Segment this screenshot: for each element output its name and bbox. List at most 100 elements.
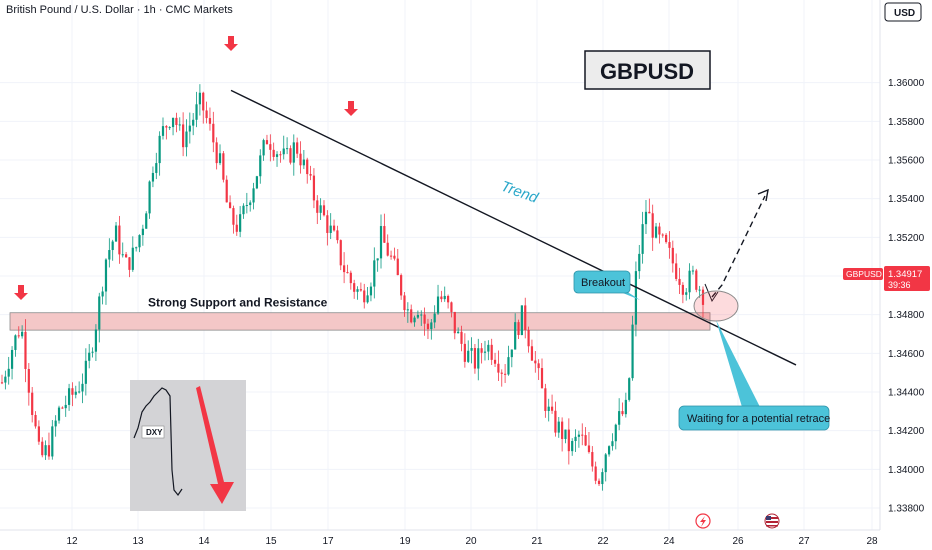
- candle-body: [322, 205, 326, 216]
- symbol-title-box: GBPUSD: [584, 50, 711, 90]
- y-tick-label: 1.34000: [888, 465, 925, 476]
- candle-body: [114, 225, 118, 242]
- symbol-title: GBPUSD: [600, 59, 694, 84]
- candle-body: [292, 142, 295, 163]
- candle-body: [530, 346, 534, 361]
- lightning-event-icon[interactable]: [695, 513, 711, 529]
- candle-body: [151, 172, 155, 182]
- candle-body: [255, 176, 259, 189]
- candle-body: [376, 258, 379, 261]
- candle-body: [17, 335, 20, 337]
- candle-body: [34, 414, 37, 427]
- candle-body: [135, 247, 138, 249]
- candle-body: [94, 329, 98, 352]
- candle-body: [202, 92, 205, 111]
- candle-body: [644, 211, 648, 225]
- candle-body: [88, 352, 91, 361]
- retrace-zone-ellipse[interactable]: [693, 290, 739, 322]
- candle-body: [4, 376, 7, 383]
- peak-marker-icon: [344, 101, 358, 116]
- candle-body: [567, 429, 570, 452]
- candle-body: [554, 410, 557, 433]
- last-price-countdown: 39:36: [888, 280, 911, 290]
- candle-body: [309, 174, 312, 176]
- candle-body: [651, 213, 654, 238]
- candle-body: [329, 225, 332, 233]
- candle-body: [400, 275, 403, 296]
- breakout-callout[interactable]: Breakout: [573, 270, 640, 300]
- us-flag-event-icon[interactable]: [764, 513, 780, 529]
- candle-body: [537, 363, 540, 369]
- candle-body: [396, 258, 399, 276]
- chart-title: British Pound / U.S. Dollar · 1h · CMC M…: [6, 4, 233, 16]
- candle-body: [648, 211, 651, 214]
- candle-body: [406, 309, 409, 311]
- candle-body: [473, 348, 477, 369]
- candle-body: [450, 302, 453, 312]
- candle-body: [343, 265, 346, 273]
- candle-body: [547, 406, 550, 411]
- candle-body: [520, 305, 523, 336]
- candle-body: [480, 348, 483, 353]
- candle-body: [78, 391, 81, 393]
- candle-body: [71, 388, 74, 395]
- candle-body: [185, 131, 188, 148]
- support-marker-icon: [14, 285, 28, 300]
- candle-body: [483, 351, 487, 353]
- candle-body: [685, 292, 688, 295]
- candle-body: [91, 351, 94, 353]
- candle-body: [393, 255, 396, 259]
- candle-body: [312, 175, 316, 201]
- candle-body: [436, 296, 440, 314]
- candle-body: [61, 407, 64, 409]
- candle-body: [128, 257, 131, 270]
- candle-body: [218, 153, 222, 164]
- candle-body: [527, 330, 530, 347]
- candle-body: [587, 445, 591, 453]
- candle-body: [540, 368, 544, 389]
- dxy-inset: DXY: [130, 380, 246, 511]
- candle-body: [544, 388, 547, 411]
- candle-body: [145, 213, 148, 229]
- candle-body: [443, 295, 446, 300]
- candle-body: [101, 291, 104, 297]
- candle-body: [319, 205, 322, 213]
- candle-body: [332, 225, 336, 231]
- candle-body: [188, 125, 191, 132]
- candle-body: [178, 124, 181, 126]
- retrace-arrow: [704, 283, 719, 303]
- candle-body: [232, 208, 235, 225]
- candle-body: [131, 247, 134, 270]
- candle-body: [339, 240, 342, 266]
- x-axis-ticks: 12 13 14 15 17 19 20 21 22 24 26 27 28: [66, 536, 878, 547]
- candle-body: [168, 127, 171, 129]
- candle-body: [111, 241, 114, 251]
- candle-body: [574, 436, 577, 441]
- candle-body: [359, 289, 362, 291]
- candle-body: [299, 153, 302, 166]
- candle-body: [148, 181, 151, 214]
- retrace-callout[interactable]: Waiting for a potential retrace: [678, 320, 830, 431]
- dxy-label: DXY: [146, 428, 163, 437]
- candle-body: [510, 349, 513, 358]
- candle-body: [215, 142, 218, 164]
- candle-body: [118, 225, 121, 255]
- candle-body: [84, 360, 87, 384]
- candle-body: [440, 296, 443, 300]
- currency-badge[interactable]: USD: [884, 2, 922, 22]
- candle-body: [571, 440, 574, 452]
- candle-body: [624, 399, 627, 415]
- y-tick-label: 1.35400: [888, 194, 925, 205]
- candle-body: [269, 144, 272, 150]
- candle-body: [678, 278, 681, 285]
- candle-body: [514, 322, 517, 350]
- support-resistance-zone[interactable]: [9, 312, 711, 331]
- y-tick-label: 1.34600: [888, 349, 925, 360]
- candle-body: [252, 188, 255, 203]
- candle-body: [161, 126, 165, 136]
- trend-line[interactable]: [230, 89, 797, 366]
- candle-body: [158, 135, 161, 164]
- candle-body: [423, 314, 426, 324]
- candle-body: [239, 214, 242, 232]
